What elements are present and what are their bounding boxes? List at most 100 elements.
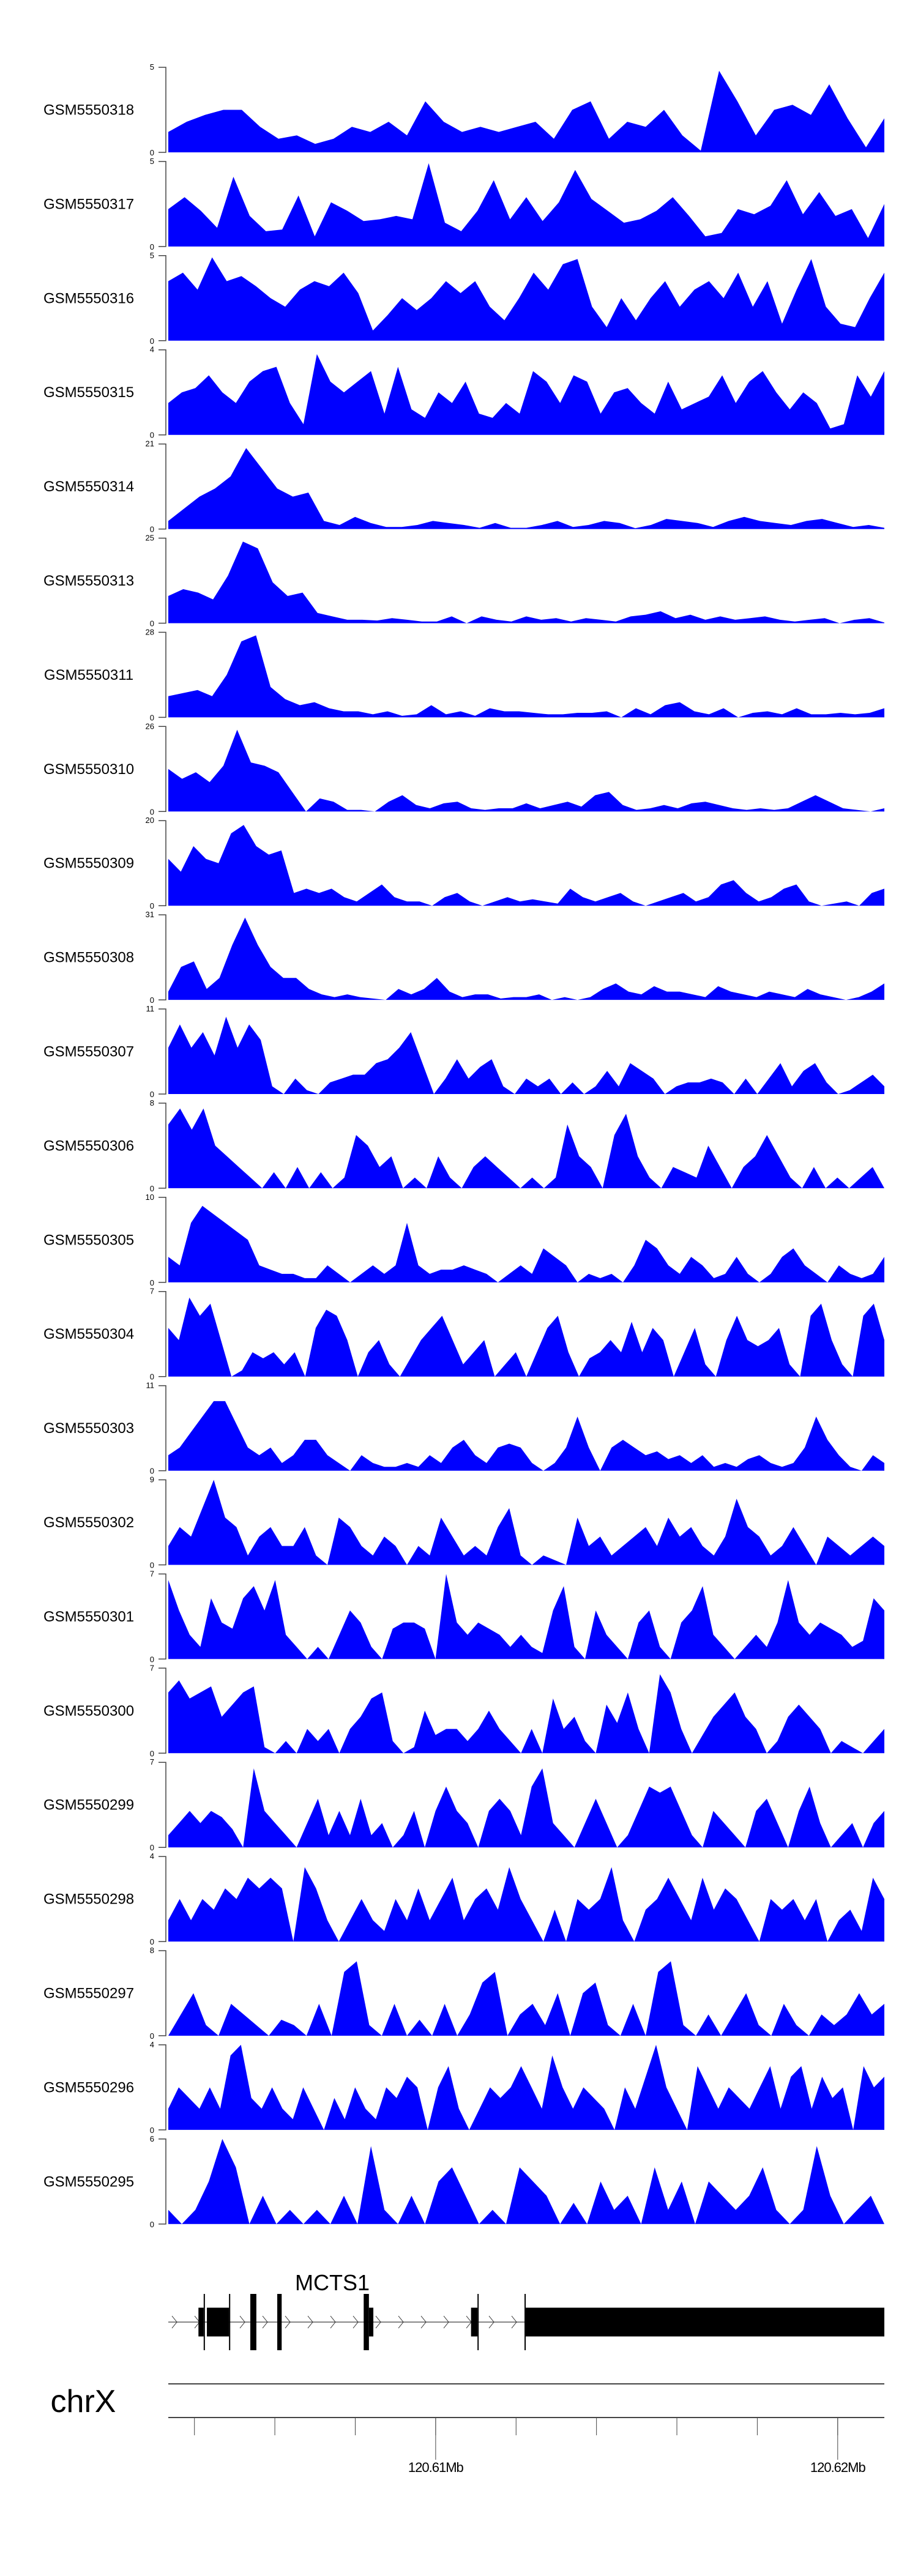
y-tick-max: 5 bbox=[150, 62, 154, 72]
y-axis bbox=[159, 255, 166, 341]
coverage-area bbox=[168, 1108, 884, 1188]
y-axis bbox=[159, 1762, 166, 1848]
strand-arrow-icon bbox=[239, 2315, 245, 2329]
y-axis bbox=[159, 1197, 166, 1283]
coverage-area bbox=[168, 448, 884, 529]
strand-arrow-icon bbox=[443, 2315, 449, 2329]
exon-utr bbox=[471, 2307, 478, 2337]
y-axis bbox=[159, 1479, 166, 1566]
y-axis bbox=[159, 1290, 166, 1377]
track-label: GSM5550304 bbox=[43, 1326, 134, 1342]
exon-cds bbox=[364, 2294, 369, 2350]
y-axis bbox=[159, 2044, 166, 2131]
coverage-area bbox=[168, 1401, 884, 1471]
track-label: GSM5550295 bbox=[43, 2173, 134, 2190]
track-label: GSM5550298 bbox=[43, 1891, 134, 1908]
strand-arrow-icon bbox=[375, 2315, 381, 2329]
y-axis bbox=[159, 537, 166, 624]
coverage-area bbox=[168, 354, 884, 435]
y-tick-zero: 0 bbox=[150, 337, 154, 346]
exon-utr bbox=[198, 2307, 204, 2337]
y-tick-max: 7 bbox=[150, 1663, 154, 1672]
coverage-area bbox=[168, 257, 884, 341]
track-label: GSM5550311 bbox=[44, 667, 133, 683]
strand-arrow-icon bbox=[420, 2315, 427, 2329]
strand-arrow-icon bbox=[171, 2315, 177, 2329]
coverage-area bbox=[168, 1016, 884, 1094]
exon-cds bbox=[477, 2294, 479, 2350]
track-label: GSM5550308 bbox=[43, 950, 134, 966]
y-tick-max: 8 bbox=[150, 1946, 154, 1955]
y-tick-max: 4 bbox=[150, 1852, 154, 1861]
y-tick-max: 28 bbox=[146, 627, 154, 636]
y-axis bbox=[159, 1573, 166, 1660]
y-tick-max: 5 bbox=[150, 157, 154, 166]
y-tick-max: 21 bbox=[146, 439, 154, 449]
track-label: GSM5550299 bbox=[43, 1797, 134, 1814]
exon-utr bbox=[207, 2307, 230, 2337]
track-label: GSM5550310 bbox=[43, 761, 134, 778]
coverage-area bbox=[168, 1867, 884, 1942]
track-label: GSM5550315 bbox=[43, 384, 134, 401]
y-tick-zero: 0 bbox=[150, 1372, 154, 1382]
y-axis bbox=[159, 67, 166, 153]
strand-arrow-icon bbox=[511, 2315, 517, 2329]
track-label: GSM5550306 bbox=[43, 1137, 134, 1154]
strand-arrow-icon bbox=[330, 2315, 336, 2329]
y-axis bbox=[159, 1950, 166, 2036]
y-axis bbox=[159, 631, 166, 718]
exon-cds bbox=[250, 2294, 256, 2350]
strand-arrow-icon bbox=[398, 2315, 404, 2329]
y-tick-zero: 0 bbox=[150, 1655, 154, 1664]
y-tick-zero: 0 bbox=[150, 242, 154, 251]
coverage-area bbox=[168, 2044, 884, 2130]
y-tick-zero: 0 bbox=[150, 1749, 154, 1758]
coverage-area bbox=[168, 1574, 884, 1659]
track-label: GSM5550302 bbox=[43, 1514, 134, 1531]
y-tick-max: 5 bbox=[150, 251, 154, 260]
exon-cds bbox=[203, 2294, 205, 2350]
track-label: GSM5550297 bbox=[43, 1986, 134, 2002]
exon-utr bbox=[526, 2307, 884, 2337]
track-label: GSM5550303 bbox=[43, 1420, 134, 1437]
y-tick-max: 11 bbox=[146, 1004, 155, 1013]
y-tick-zero: 0 bbox=[150, 901, 154, 910]
y-axis bbox=[159, 820, 166, 906]
exon-cds bbox=[277, 2294, 282, 2350]
coverage-area bbox=[168, 1297, 884, 1377]
y-tick-max: 8 bbox=[150, 1098, 154, 1107]
axis-coordinate-label: 120.61Mb bbox=[408, 2460, 464, 2475]
y-tick-max: 9 bbox=[150, 1475, 154, 1484]
coverage-area bbox=[168, 917, 884, 1000]
y-tick-max: 26 bbox=[146, 721, 154, 731]
y-tick-max: 25 bbox=[146, 534, 154, 543]
y-tick-zero: 0 bbox=[150, 148, 154, 157]
y-axis bbox=[159, 349, 166, 436]
track-label: GSM5550301 bbox=[43, 1609, 134, 1625]
y-tick-zero: 0 bbox=[150, 1090, 154, 1099]
coverage-area bbox=[168, 825, 884, 906]
coverage-area bbox=[168, 163, 884, 247]
strand-arrow-icon bbox=[285, 2315, 291, 2329]
track-label: GSM5550316 bbox=[43, 290, 134, 307]
y-axis bbox=[159, 914, 166, 1000]
y-tick-max: 4 bbox=[150, 2040, 154, 2049]
coverage-area bbox=[168, 70, 884, 152]
y-tick-max: 7 bbox=[150, 1287, 154, 1296]
y-tick-max: 10 bbox=[146, 1193, 154, 1202]
track-label: GSM5550305 bbox=[43, 1232, 134, 1248]
gene-label: MCTS1 bbox=[295, 2270, 370, 2295]
y-tick-zero: 0 bbox=[150, 996, 154, 1005]
y-tick-zero: 0 bbox=[150, 619, 154, 628]
y-tick-zero: 0 bbox=[150, 2031, 154, 2041]
track-label: GSM5550313 bbox=[43, 573, 134, 589]
coverage-area bbox=[168, 542, 884, 624]
y-tick-max: 7 bbox=[150, 1757, 154, 1766]
exon-utr bbox=[368, 2307, 374, 2337]
coverage-area bbox=[168, 635, 884, 718]
coverage-area bbox=[168, 1480, 884, 1565]
strand-arrow-icon bbox=[262, 2315, 268, 2329]
y-tick-zero: 0 bbox=[150, 1561, 154, 1570]
exon-cds bbox=[229, 2294, 231, 2350]
